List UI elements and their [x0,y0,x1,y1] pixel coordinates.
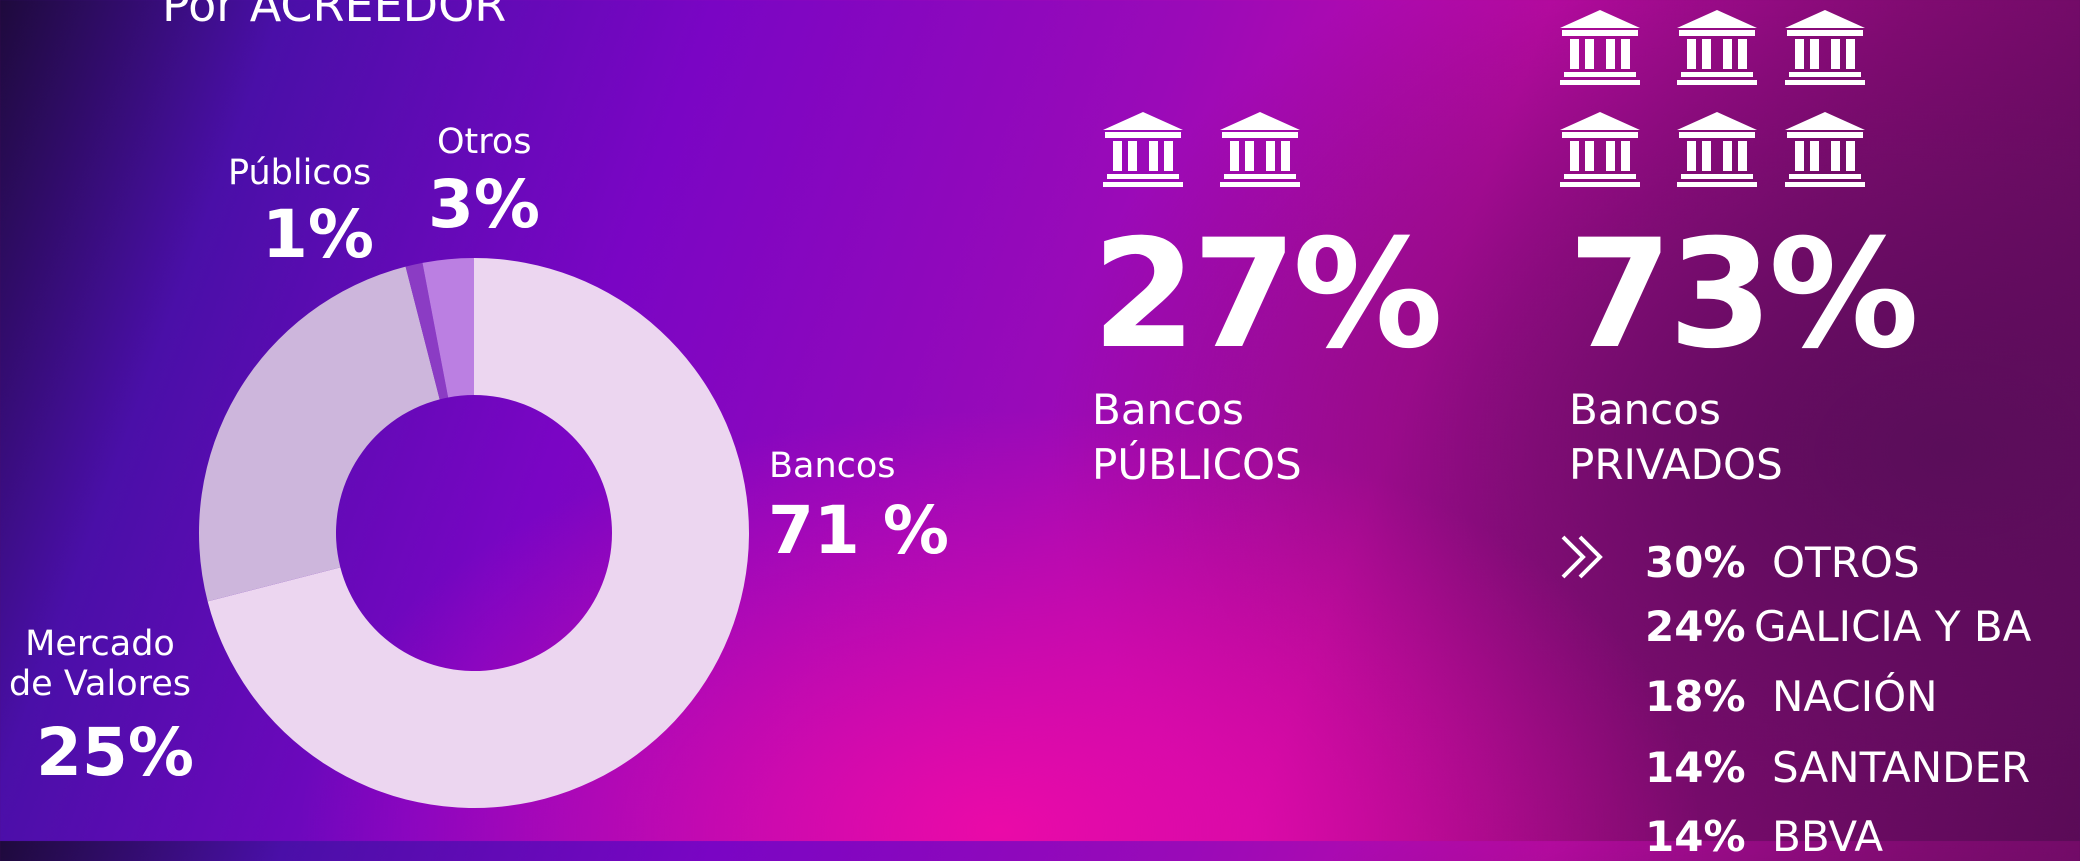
breakdown-percent: 24% [1645,602,1746,651]
category-label: Mercado de Valores [0,624,200,704]
bank-icon [1560,10,1640,85]
public-label: Bancos [1092,382,1244,437]
private-label: Bancos [1569,382,1721,437]
value-label: 71 % [768,492,949,569]
bank-icon [1220,112,1300,187]
bank-icon [1677,10,1757,85]
value-label: 1% [262,196,374,273]
breakdown-name: BBVA [1772,812,1883,861]
breakdown-name: SANTANDER [1772,743,2030,792]
private-value: 73% [1568,220,1915,370]
public-value: 27% [1092,220,1439,370]
category-label: Públicos [228,153,371,193]
breakdown-percent: 30% [1645,538,1746,587]
public-label: PÚBLICOS [1092,437,1302,492]
bank-icon [1103,112,1183,187]
breakdown-name: GALICIA Y BA [1754,602,2031,651]
breakdown-percent: 14% [1645,812,1746,861]
breakdown-name: OTROS [1772,538,1920,587]
breakdown-percent: 18% [1645,672,1746,721]
donut-slice [199,267,440,602]
bank-icon [1785,10,1865,85]
category-label: Otros [437,122,532,162]
graphics [0,0,2080,841]
chevron [1563,537,1600,577]
bank-icon [1677,112,1757,187]
page: Por ACREEDOR Otros 3% Públicos 1% Bancos… [0,0,2080,841]
value-label: 25% [36,714,194,791]
breakdown-percent: 14% [1645,743,1746,792]
breakdown-name: NACIÓN [1772,672,1938,721]
bank-icon [1560,112,1640,187]
category-label: Bancos [769,446,896,486]
private-label: PRIVADOS [1569,437,1783,492]
value-label: 3% [428,166,540,243]
bank-icon [1785,112,1865,187]
